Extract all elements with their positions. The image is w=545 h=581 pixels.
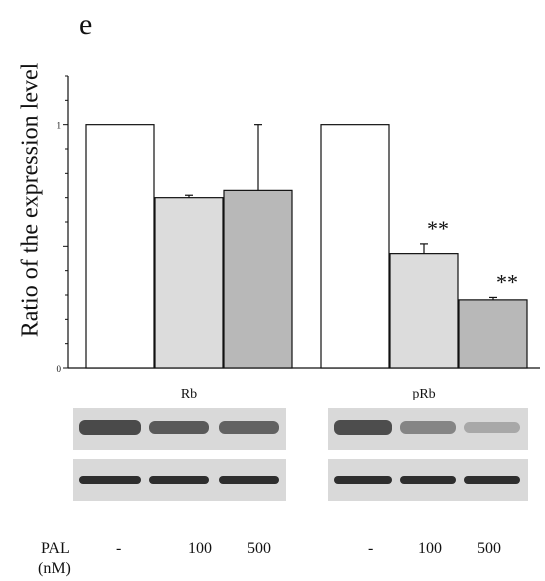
bar [389, 253, 459, 369]
category-label: pRb [412, 387, 435, 400]
band [79, 420, 141, 435]
bar-chart: 0 1 ** ** Rb pRb [57, 75, 540, 400]
blot-rb-bottom [73, 459, 286, 501]
band [219, 476, 279, 484]
blot-prb-top [328, 408, 528, 450]
band [464, 422, 520, 433]
y-tick-label: 0 [57, 364, 62, 374]
treatment-label: PAL [41, 540, 70, 557]
band [149, 476, 209, 484]
bar [458, 299, 528, 369]
category-label: Rb [181, 387, 197, 400]
blot-rb-top [73, 408, 286, 450]
bar [320, 124, 390, 369]
treatment-unit: (nM) [38, 560, 71, 577]
dose-label: - [116, 540, 122, 557]
band [334, 476, 392, 484]
y-tick-label: 1 [57, 121, 62, 131]
band [219, 421, 279, 434]
band [79, 476, 141, 484]
blot-prb-bottom [328, 459, 528, 501]
band [334, 420, 392, 435]
dose-label: - [368, 540, 374, 557]
bar [85, 124, 155, 369]
band [400, 421, 456, 434]
band [149, 421, 209, 434]
bar [223, 189, 293, 369]
dose-label: 100 [188, 540, 212, 557]
dose-label: 500 [247, 540, 271, 557]
dose-label: 500 [477, 540, 501, 557]
panel-letter: e [79, 8, 93, 41]
significance-label: ** [427, 216, 449, 241]
band [464, 476, 520, 484]
bar [154, 197, 224, 369]
significance-label: ** [496, 269, 518, 294]
dose-label: 100 [418, 540, 442, 557]
band [400, 476, 456, 484]
